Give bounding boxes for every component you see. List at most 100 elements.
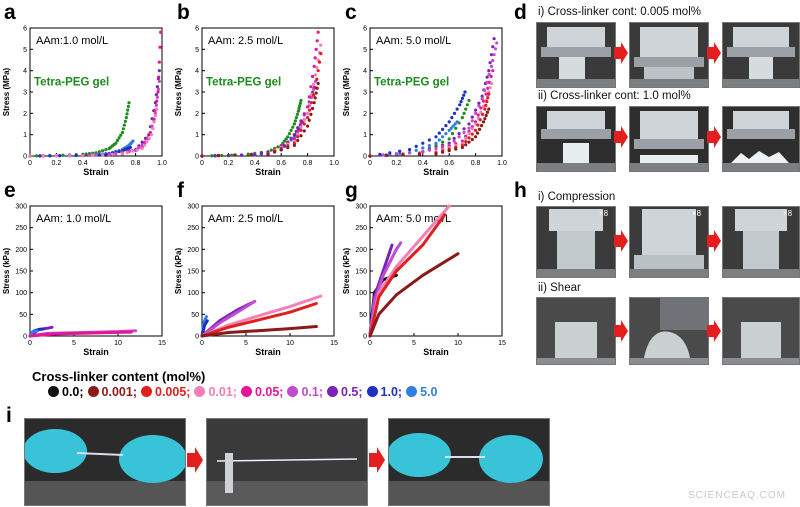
y-tick-label: 150: [15, 269, 27, 276]
data-point: [213, 154, 217, 158]
data-point: [306, 124, 310, 128]
x-tick-label: 0.8: [303, 160, 313, 167]
data-point: [155, 99, 159, 103]
y-tick-label: 200: [355, 247, 367, 254]
curve-label: Tetra-PEG gel: [374, 77, 449, 89]
data-point: [159, 30, 163, 34]
data-point: [470, 137, 474, 142]
data-point: [153, 113, 157, 118]
data-point: [447, 149, 451, 153]
y-tick-label: 4: [23, 68, 27, 75]
data-point: [319, 43, 323, 47]
plot-frame: [369, 27, 503, 157]
data-point: [296, 138, 300, 143]
caption-d-i: i) Cross-linker cont: 0.005 mol%: [538, 6, 701, 18]
legend-label: 0.001;: [101, 385, 137, 399]
data-point: [299, 125, 303, 129]
data-point: [437, 131, 441, 135]
y-axis-label: Stress (MPa): [342, 67, 351, 116]
data-point: [313, 56, 317, 60]
data-point: [158, 45, 162, 49]
y-tick-label: 200: [187, 247, 199, 254]
data-point: [474, 108, 478, 112]
y-tick-label: 0: [23, 334, 27, 341]
data-point: [299, 98, 303, 103]
legend-item: 0.1;: [287, 385, 323, 399]
data-point: [408, 151, 412, 155]
data-point: [210, 154, 214, 158]
x-tick-label: 15: [498, 340, 506, 347]
x-tick-label: 1.0: [157, 160, 167, 167]
data-point: [434, 146, 438, 151]
data-point: [312, 64, 316, 68]
data-point: [310, 74, 315, 79]
series-line: [200, 324, 318, 338]
data-point: [157, 60, 161, 64]
data-point: [302, 118, 306, 122]
legend-label: 1.0;: [380, 385, 403, 399]
data-point: [427, 148, 431, 152]
data-point: [317, 60, 322, 64]
photo-i-1: [24, 418, 186, 506]
y-tick-label: 2: [195, 111, 199, 118]
y-tick-label: 6: [23, 26, 27, 33]
data-point: [294, 116, 298, 120]
data-point: [457, 135, 461, 139]
compression-rig-image: [537, 23, 615, 87]
legend-item: 0.05;: [240, 385, 283, 399]
data-point: [155, 85, 159, 89]
data-point: [487, 72, 491, 76]
data-point: [48, 154, 52, 158]
data-point: [441, 135, 445, 139]
data-point: [378, 152, 382, 156]
series-line: [200, 319, 209, 338]
panel-letter-i: i: [6, 404, 12, 427]
y-axis-label: Stress (kPa): [342, 248, 351, 295]
data-point: [128, 145, 132, 150]
data-point: [447, 120, 451, 124]
x-tick-label: 5: [72, 340, 76, 347]
watermark: SCIENCEAQ.COM: [687, 490, 786, 501]
data-point: [462, 127, 466, 131]
data-point: [444, 124, 448, 128]
panel-letter-a: a: [4, 1, 16, 24]
y-tick-label: 4: [195, 68, 199, 75]
data-point: [259, 152, 263, 156]
plot-frame: [29, 27, 163, 157]
data-point: [384, 153, 389, 158]
data-point: [122, 123, 126, 127]
photo-d-i-1: [536, 22, 616, 88]
data-point: [487, 107, 491, 111]
data-point: [157, 69, 161, 73]
data-point: [460, 96, 464, 100]
y-axis-label: Stress (MPa): [174, 67, 183, 116]
panel-letter-h: h: [514, 179, 527, 202]
data-point: [155, 95, 159, 99]
data-point: [319, 52, 323, 56]
legend-item: 0.01;: [194, 385, 237, 399]
data-point: [450, 116, 454, 120]
data-point: [462, 111, 466, 115]
legend-item: 0.001;: [87, 385, 137, 399]
x-tick-label: 0: [200, 340, 204, 347]
compression-rig-image: [723, 23, 799, 87]
data-point: [119, 133, 123, 137]
data-point: [467, 136, 471, 140]
photo-d-ii-3: [722, 106, 800, 172]
legend-label: 5.0: [420, 385, 438, 399]
data-point: [421, 141, 425, 145]
y-tick-label: 5: [23, 47, 27, 54]
data-point: [489, 53, 494, 57]
data-point: [421, 146, 425, 150]
shear-rig-image: [723, 298, 799, 364]
data-point: [310, 106, 315, 111]
data-point: [447, 137, 451, 141]
data-point: [142, 143, 147, 147]
panel-letter-g: g: [345, 179, 358, 202]
data-point: [315, 65, 319, 70]
data-point: [467, 140, 471, 144]
data-point: [452, 139, 456, 143]
data-point: [292, 143, 296, 147]
